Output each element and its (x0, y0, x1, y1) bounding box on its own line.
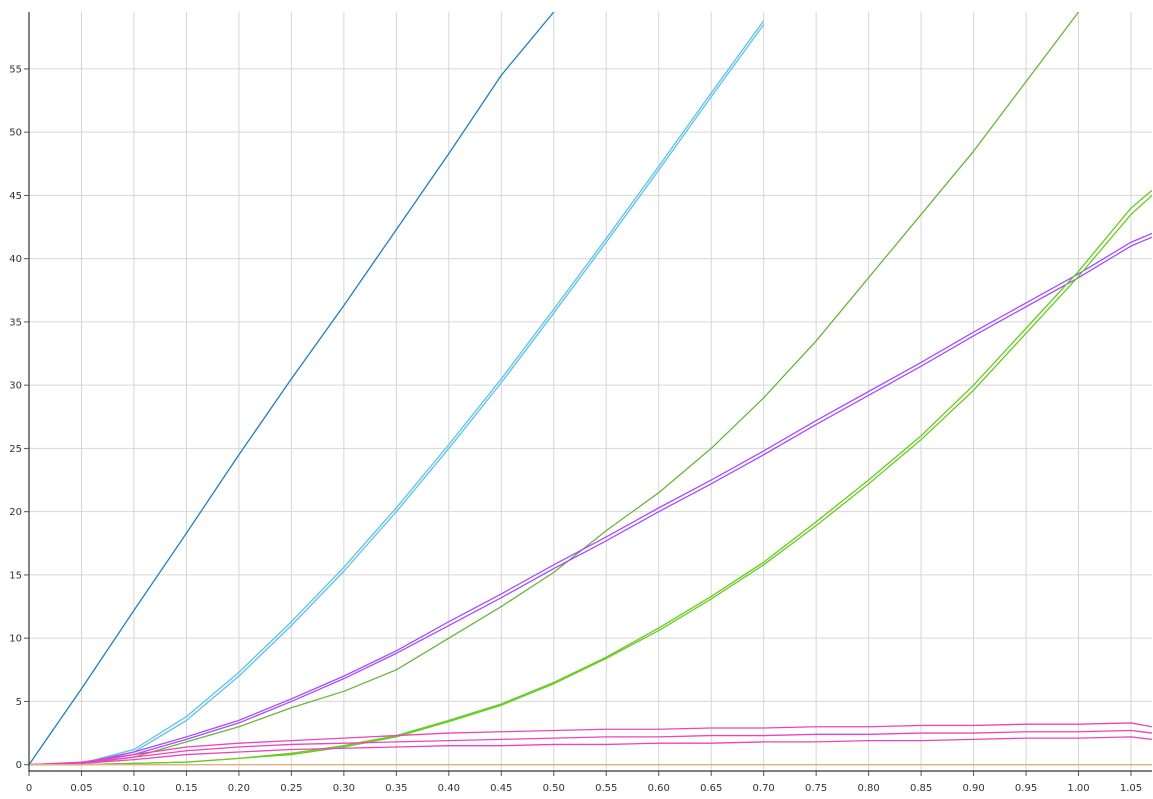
series-line-0 (29, 12, 555, 766)
y-tick-label: 30 (9, 381, 22, 392)
x-tick-label: 0.85 (910, 783, 932, 794)
series-group (29, 12, 1152, 766)
y-tick-label: 5 (16, 697, 22, 708)
y-tick-label: 0 (16, 760, 22, 771)
series-line-1 (29, 24, 765, 766)
y-tick-label: 55 (9, 64, 22, 75)
y-tick-label: 35 (9, 317, 22, 328)
series-line-9 (29, 729, 1152, 766)
axes (24, 12, 1152, 776)
x-tick-label: 0.75 (805, 783, 827, 794)
x-tick-label: 0 (26, 783, 32, 794)
tick-labels: 0 0.05 0.10 0.15 0.20 0.25 0.30 0.35 0.40 0.45 0.5… (9, 64, 1142, 794)
x-tick-label: 0.50 (543, 783, 565, 794)
x-tick-label: 0.40 (438, 783, 460, 794)
x-tick-label: 1.05 (1120, 783, 1142, 794)
series-line-5 (29, 236, 1152, 766)
y-tick-label: 40 (9, 254, 22, 265)
y-tick-label: 15 (9, 570, 22, 581)
series-line-7 (29, 194, 1152, 766)
x-tick-label: 0.90 (962, 783, 984, 794)
x-tick-label: 0.35 (385, 783, 407, 794)
x-tick-label: 0.80 (857, 783, 879, 794)
y-tick-label: 50 (9, 128, 22, 139)
x-tick-label: 0.20 (228, 783, 250, 794)
series-line-8 (29, 722, 1152, 766)
x-tick-label: 0.65 (700, 783, 722, 794)
x-tick-label: 0.95 (1015, 783, 1037, 794)
x-tick-label: 0.30 (333, 783, 355, 794)
x-tick-label: 0.10 (123, 783, 145, 794)
y-tick-label: 20 (9, 507, 22, 518)
series-line-2 (29, 20, 765, 766)
x-tick-label: 0.70 (753, 783, 775, 794)
series-line-10 (29, 736, 1152, 766)
y-tick-label: 10 (9, 634, 22, 645)
y-tick-label: 45 (9, 191, 22, 202)
x-tick-label: 0.60 (648, 783, 670, 794)
series-line-4 (29, 232, 1152, 766)
x-tick-label: 0.05 (70, 783, 92, 794)
plot-background (29, 12, 1152, 771)
x-tick-label: 0.55 (595, 783, 617, 794)
x-tick-label: 0.25 (280, 783, 302, 794)
series-line-3 (29, 12, 1080, 766)
x-tick-label: 0.45 (490, 783, 512, 794)
x-tick-label: 0.15 (175, 783, 197, 794)
y-tick-label: 25 (9, 444, 22, 455)
x-tick-label: 1.00 (1067, 783, 1089, 794)
